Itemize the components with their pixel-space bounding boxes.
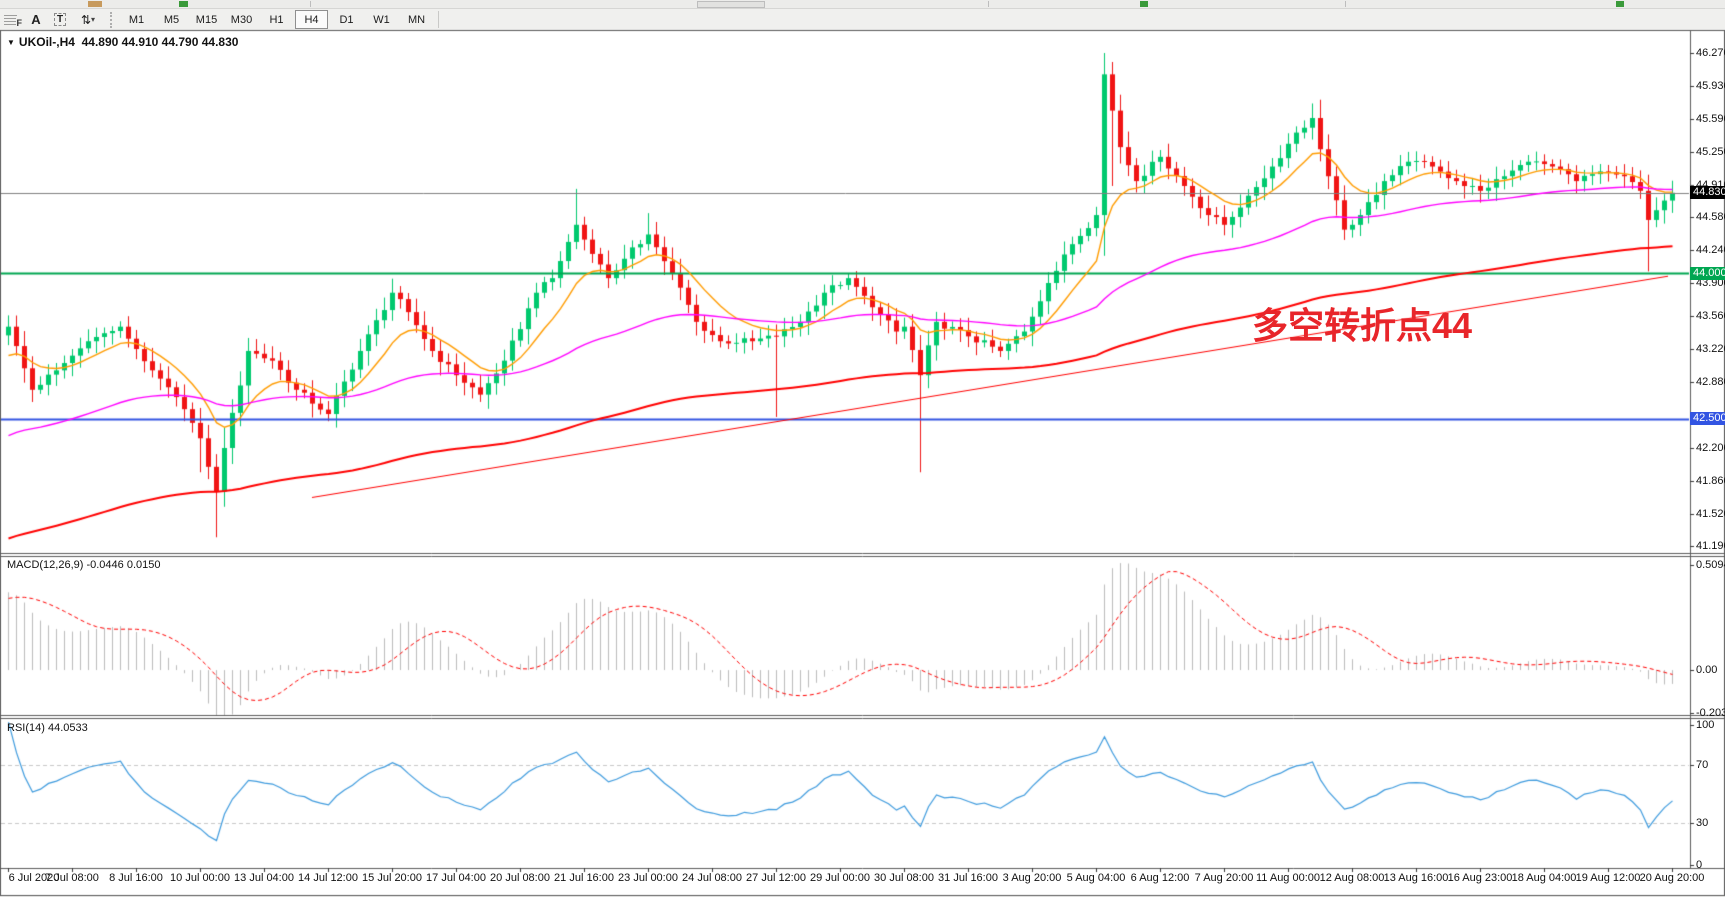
price-chart-canvas[interactable] <box>0 0 1725 897</box>
